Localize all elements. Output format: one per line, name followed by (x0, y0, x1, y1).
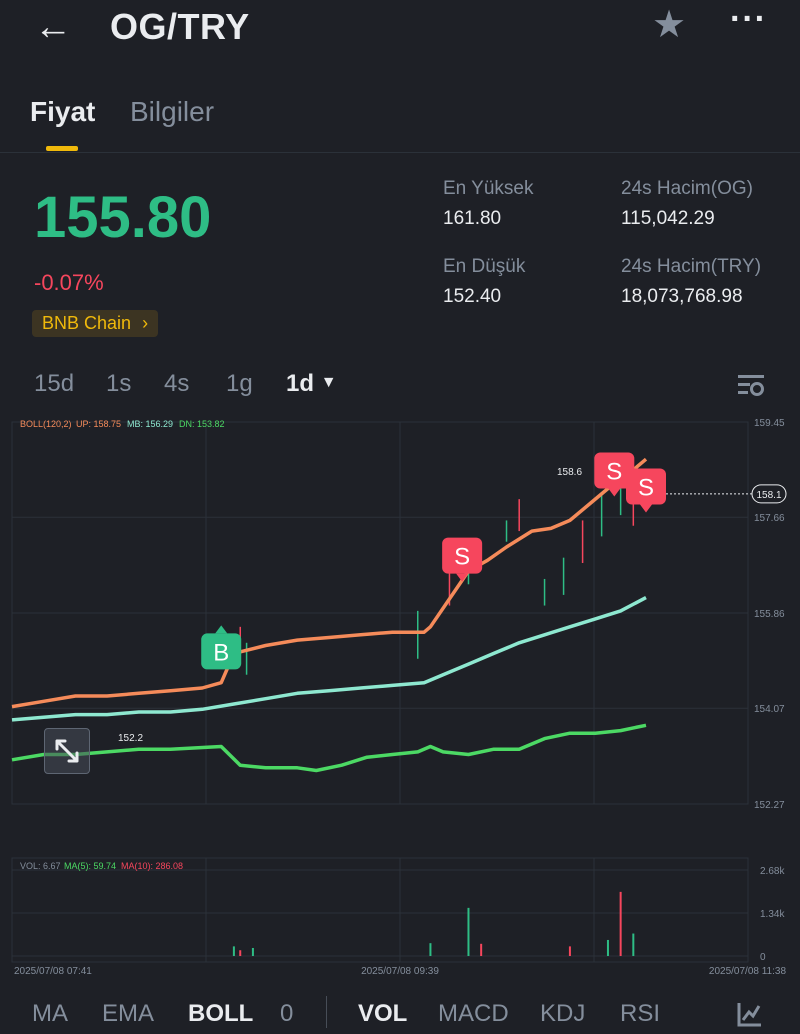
high-value: 161.80 (443, 208, 502, 229)
interval-15d[interactable]: 15d (34, 370, 75, 397)
caret-down-icon: ▼ (320, 374, 337, 391)
indicator-ma[interactable]: MA (32, 1000, 68, 1027)
current-price-label: 158.1 (756, 490, 781, 501)
boll-mb-line (11, 596, 647, 722)
interval-1d[interactable]: 1d ▼ (286, 370, 337, 398)
x-axis: 2025/07/08 07:41 2025/07/08 09:39 2025/07/… (14, 966, 786, 977)
chart-legend: BOLL(120,2) UP: 158.75 MB: 156.29 DN: 153.8… (20, 419, 225, 871)
chevron-right-icon: › (142, 313, 149, 333)
marker-pointer (215, 625, 228, 634)
boll-legend-item: MB: 156.29 (127, 419, 173, 429)
boll-up-line (11, 457, 648, 709)
back-arrow-icon[interactable]: ← (34, 6, 72, 48)
boll-legend-item: BOLL(120,2) (20, 419, 72, 429)
last-price: 155.80 (34, 185, 212, 250)
pair-title: OG/TRY (110, 6, 250, 47)
sell-marker (594, 452, 635, 489)
chain-badge-label: BNB Chain (42, 313, 132, 333)
boll-legend-item: DN: 153.82 (179, 419, 225, 429)
indicator-kdj[interactable]: KDJ (540, 1000, 586, 1027)
volume-legend-item: MA(5): 59.74 (64, 861, 116, 871)
boll-legend-item: UP: 158.75 (76, 419, 121, 429)
volume-legend-item: MA(10): 286.08 (121, 861, 183, 871)
active-tab-indicator (46, 146, 78, 151)
boll-dn-line (11, 723, 647, 773)
marker-label: B (213, 639, 229, 666)
volume-tick-label: 0 (760, 952, 766, 963)
y-tick-label: 159.45 (754, 418, 785, 429)
expand-icon (55, 739, 79, 763)
volume-panel: 2.68k 1.34k 0 (11, 857, 785, 963)
low-label: En Düşük (443, 256, 526, 277)
indicator-rsi[interactable]: RSI (620, 1000, 661, 1027)
sell-marker (626, 468, 666, 505)
price-change: -0.07% (34, 270, 104, 295)
x-tick-label: 2025/07/08 11:38 (709, 966, 787, 977)
high-label: En Yüksek (443, 178, 534, 199)
sell-marker (442, 537, 483, 574)
volume-quote-label: 24s Hacim(TRY) (621, 256, 762, 277)
chart-grid (11, 421, 749, 805)
volume-tick-label: 1.34k (760, 909, 785, 920)
low-value: 152.40 (443, 286, 502, 307)
volume-legend-item: VOL: 6.67 (20, 861, 61, 871)
y-axis: 159.45 157.66 155.86 154.07 152.27 (754, 418, 785, 811)
interval-4s[interactable]: 4s (164, 370, 190, 397)
y-tick-label: 154.07 (754, 704, 785, 715)
indicator-divider (326, 996, 327, 1028)
volume-tick-label: 2.68k (760, 866, 785, 877)
marker-pointer (456, 573, 469, 582)
marker-label: S (638, 475, 654, 502)
marker-label: S (606, 459, 622, 486)
favorite-star-icon[interactable]: ★ (652, 4, 687, 46)
more-options-icon[interactable]: ··· (730, 0, 767, 38)
y-tick-label: 155.86 (754, 609, 785, 620)
marker-pointer (608, 488, 621, 497)
tab-price[interactable]: Fiyat (30, 96, 96, 127)
interval-1s[interactable]: 1s (106, 370, 132, 397)
indicator-macd[interactable]: MACD (438, 1000, 509, 1027)
interval-1d-label: 1d (286, 370, 315, 397)
indicator-settings-icon[interactable] (736, 1000, 764, 1028)
tab-info[interactable]: Bilgiler (130, 96, 215, 127)
high-marker-label: 158.6 (557, 467, 582, 478)
indicator-boll[interactable]: BOLL (188, 1000, 254, 1027)
buy-marker (201, 633, 242, 670)
x-tick-label: 2025/07/08 09:39 (361, 966, 439, 977)
marker-pointer (640, 504, 652, 513)
low-marker-label: 152.2 (118, 733, 143, 744)
indicator-zero[interactable]: 0 (280, 1000, 294, 1027)
chain-badge[interactable]: BNB Chain › (32, 310, 159, 337)
volume-quote-value: 18,073,768.98 (621, 286, 743, 307)
y-tick-label: 157.66 (754, 513, 785, 524)
fullscreen-button[interactable] (44, 728, 90, 774)
volume-frame (11, 857, 749, 963)
y-tick-label: 152.27 (754, 800, 785, 811)
indicator-ema[interactable]: EMA (102, 1000, 155, 1027)
chart-settings-icon[interactable] (736, 372, 766, 398)
divider (0, 152, 800, 153)
interval-1g[interactable]: 1g (226, 370, 253, 397)
current-price-badge (751, 484, 787, 504)
candles (239, 467, 635, 675)
indicator-vol[interactable]: VOL (358, 1000, 408, 1027)
volume-base-value: 115,042.29 (621, 208, 715, 229)
top-bar: ← OG/TRY ★ ··· (0, 0, 800, 60)
volume-base-label: 24s Hacim(OG) (621, 178, 753, 199)
price-chart[interactable]: 158.1 158.6 152.2 159.45 157.66 155.86 154.07… (0, 412, 800, 982)
x-tick-label: 2025/07/08 07:41 (14, 966, 92, 977)
boll-lines: 158.1 158.6 152.2 (11, 457, 787, 773)
marker-label: S (454, 544, 470, 571)
